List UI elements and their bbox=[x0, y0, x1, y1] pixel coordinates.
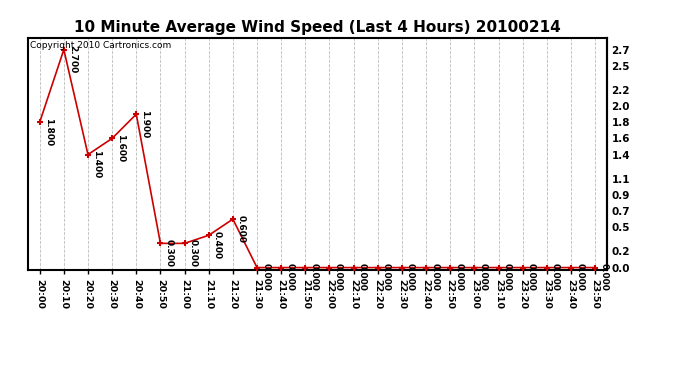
Text: 0.000: 0.000 bbox=[479, 263, 488, 291]
Text: 2.700: 2.700 bbox=[68, 45, 77, 74]
Text: 1.800: 1.800 bbox=[44, 118, 53, 146]
Text: 0.000: 0.000 bbox=[575, 263, 584, 291]
Text: 0.000: 0.000 bbox=[527, 263, 536, 291]
Text: 0.400: 0.400 bbox=[213, 231, 222, 259]
Text: 0.000: 0.000 bbox=[382, 263, 391, 291]
Text: 1.600: 1.600 bbox=[117, 134, 126, 162]
Text: 0.000: 0.000 bbox=[406, 263, 415, 291]
Text: 0.000: 0.000 bbox=[431, 263, 440, 291]
Text: Copyright 2010 Cartronics.com: Copyright 2010 Cartronics.com bbox=[30, 41, 172, 50]
Text: 0.000: 0.000 bbox=[310, 263, 319, 291]
Text: 0.300: 0.300 bbox=[165, 239, 174, 267]
Text: 1.400: 1.400 bbox=[92, 150, 101, 178]
Text: 0.000: 0.000 bbox=[262, 263, 270, 291]
Text: 0.000: 0.000 bbox=[551, 263, 560, 291]
Text: 0.600: 0.600 bbox=[237, 215, 246, 243]
Text: 0.000: 0.000 bbox=[358, 263, 367, 291]
Text: 1.900: 1.900 bbox=[141, 110, 150, 138]
Text: 0.300: 0.300 bbox=[189, 239, 198, 267]
Text: 0.000: 0.000 bbox=[600, 263, 609, 291]
Text: 0.000: 0.000 bbox=[503, 263, 512, 291]
Text: 0.000: 0.000 bbox=[455, 263, 464, 291]
Text: 0.000: 0.000 bbox=[334, 263, 343, 291]
Text: 0.000: 0.000 bbox=[286, 263, 295, 291]
Title: 10 Minute Average Wind Speed (Last 4 Hours) 20100214: 10 Minute Average Wind Speed (Last 4 Hou… bbox=[74, 20, 561, 35]
